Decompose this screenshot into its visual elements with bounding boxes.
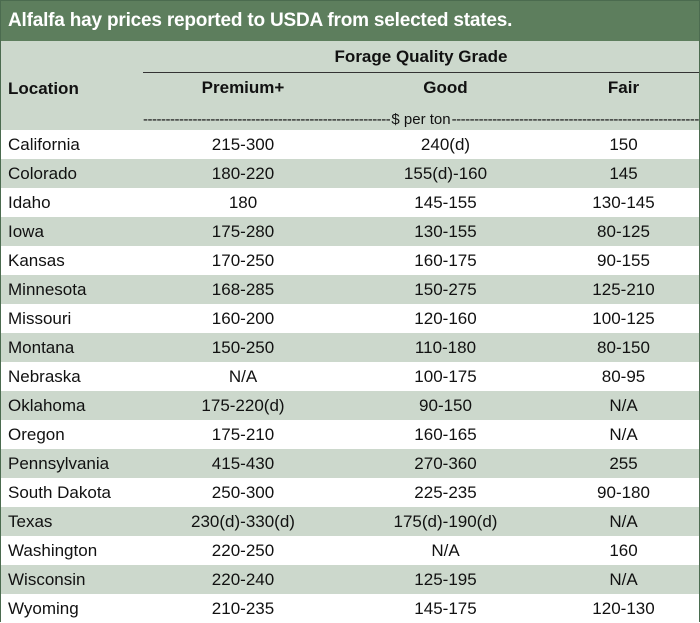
cell-good: 240(d): [420, 134, 471, 154]
cell-premium: 175-210: [211, 424, 275, 444]
cell-location: Nebraska: [8, 366, 81, 386]
cell-premium: 220-250: [211, 540, 275, 560]
cell-premium: 230(d)-330(d): [191, 511, 295, 531]
cell-premium: 180-220: [211, 163, 275, 183]
table-row: Texas 230(d)-330(d) 175(d)-190(d) N/A: [1, 507, 699, 536]
cell-good: 130-155: [414, 221, 477, 241]
table-row: Nebraska N/A 100-175 80-95: [1, 362, 699, 391]
cell-good: 150-275: [414, 279, 477, 299]
cell-location: Oregon: [8, 424, 65, 444]
cell-fair: 125-210: [592, 279, 655, 299]
cell-location: Pennsylvania: [8, 453, 110, 473]
cell-fair: 90-155: [597, 250, 650, 270]
column-header-good: Good: [423, 78, 468, 97]
table-title: Alfalfa hay prices reported to USDA from…: [1, 1, 699, 41]
cell-fair: 80-95: [601, 366, 646, 386]
units-row: ----------------------------------------…: [143, 109, 699, 129]
cell-premium: 220-240: [211, 569, 275, 589]
cell-location: Washington: [8, 540, 98, 560]
cell-good: 125-195: [414, 569, 477, 589]
cell-location: California: [8, 134, 80, 154]
cell-location: Wisconsin: [8, 569, 86, 589]
group-header: Forage Quality Grade: [334, 47, 508, 66]
cell-good: 145-175: [414, 598, 477, 618]
cell-good: 270-360: [414, 453, 477, 473]
cell-good: 145-155: [414, 192, 477, 212]
cell-location: Kansas: [8, 250, 65, 270]
cell-premium: 170-250: [211, 250, 275, 270]
table-row: South Dakota 250-300 225-235 90-180: [1, 478, 699, 507]
cell-location: Iowa: [8, 221, 44, 241]
cell-good: N/A: [431, 540, 460, 560]
table-row: California 215-300 240(d) 150: [1, 130, 699, 159]
cell-location: Colorado: [8, 163, 77, 183]
cell-premium: 180: [228, 192, 258, 212]
table-row: Oregon 175-210 160-165 N/A: [1, 420, 699, 449]
cell-fair: 150: [609, 134, 638, 154]
cell-premium: 415-430: [211, 453, 275, 473]
cell-fair: 90-180: [597, 482, 650, 502]
cell-good: 225-235: [414, 482, 477, 502]
column-header-premium: Premium+: [201, 78, 285, 97]
column-header-location: Location: [8, 79, 79, 98]
table-row: Kansas 170-250 160-175 90-155: [1, 246, 699, 275]
cell-premium: 175-220(d): [201, 395, 285, 415]
cell-location: Wyoming: [8, 598, 79, 618]
table-row: Oklahoma 175-220(d) 90-150 N/A: [1, 391, 699, 420]
cell-fair: 255: [609, 453, 638, 473]
cell-fair: N/A: [609, 395, 638, 415]
table-row: Iowa 175-280 130-155 80-125: [1, 217, 699, 246]
cell-fair: N/A: [609, 424, 638, 444]
cell-fair: 80-150: [597, 337, 650, 357]
table-header: Forage Quality Grade Location Premium+ G…: [1, 41, 699, 130]
cell-location: South Dakota: [8, 482, 112, 502]
cell-location: Idaho: [8, 192, 51, 212]
cell-premium: 250-300: [211, 482, 275, 502]
cell-fair: 130-145: [592, 192, 655, 212]
units-dashes-right: ----------------------------------------…: [451, 110, 699, 128]
cell-location: Minnesota: [8, 279, 87, 299]
cell-good: 100-175: [414, 366, 477, 386]
table-row: Idaho 180 145-155 130-145: [1, 188, 699, 217]
group-underline: [143, 72, 699, 73]
cell-premium: 168-285: [211, 279, 275, 299]
cell-premium: N/A: [228, 366, 258, 386]
cell-good: 155(d)-160: [403, 163, 488, 183]
cell-good: 110-180: [414, 337, 477, 357]
cell-good: 175(d)-190(d): [393, 511, 498, 531]
units-dashes-left: ----------------------------------------…: [143, 110, 391, 128]
cell-fair: 120-130: [592, 598, 655, 618]
cell-location: Montana: [8, 337, 75, 357]
cell-premium: 160-200: [211, 308, 275, 328]
cell-good: 90-150: [419, 395, 472, 415]
table-row: Wyoming 210-235 145-175 120-130: [1, 594, 699, 623]
cell-fair: 160: [609, 540, 638, 560]
cell-fair: N/A: [609, 569, 638, 589]
table-row: Missouri 160-200 120-160 100-125: [1, 304, 699, 333]
cell-premium: 215-300: [211, 134, 275, 154]
cell-premium: 210-235: [211, 598, 275, 618]
cell-fair: N/A: [609, 511, 638, 531]
cell-good: 160-175: [414, 250, 477, 270]
table-body: California 215-300 240(d) 150 Colorado 180-22…: [1, 130, 699, 623]
table-row: Washington 220-250 N/A 160: [1, 536, 699, 565]
cell-location: Texas: [8, 511, 53, 531]
cell-fair: 145: [609, 163, 638, 183]
cell-location: Missouri: [8, 308, 72, 328]
units-label: $ per ton: [391, 110, 451, 128]
table-row: Montana 150-250 110-180 80-150: [1, 333, 699, 362]
table-row: Colorado 180-220 155(d)-160 145: [1, 159, 699, 188]
column-header-fair: Fair: [607, 78, 640, 97]
cell-good: 120-160: [414, 308, 477, 328]
cell-location: Oklahoma: [8, 395, 86, 415]
cell-fair: 100-125: [592, 308, 655, 328]
table-row: Minnesota 168-285 150-275 125-210: [1, 275, 699, 304]
cell-good: 160-165: [414, 424, 477, 444]
cell-premium: 175-280: [211, 221, 275, 241]
cell-premium: 150-250: [211, 337, 275, 357]
table-row: Wisconsin 220-240 125-195 N/A: [1, 565, 699, 594]
table-row: Pennsylvania 415-430 270-360 255: [1, 449, 699, 478]
cell-fair: 80-125: [597, 221, 650, 241]
